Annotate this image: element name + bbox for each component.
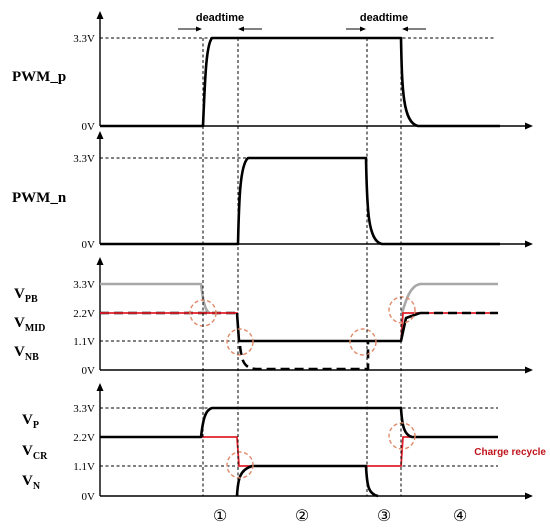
signal-label-pwm-n: PWM_n	[12, 190, 67, 206]
tick-0v: 0V	[82, 491, 96, 503]
phase-1: ①	[213, 506, 227, 525]
transition-circle	[349, 328, 377, 356]
waveform-vcr	[100, 436, 498, 467]
x-axis-arrowhead	[525, 366, 533, 374]
y-axis-arrowhead	[96, 257, 104, 265]
tick-3v3: 3.3V	[73, 33, 95, 45]
waveform-pwm-p	[100, 36, 500, 128]
phase-4: ④	[453, 506, 467, 525]
tick-0v: 0V	[82, 239, 96, 251]
phase-2: ②	[295, 506, 309, 525]
signal-label-pwm-p: PWM_p	[12, 69, 66, 85]
arrowhead	[402, 26, 408, 32]
signal-label-vn: VN	[22, 473, 41, 492]
arrowhead	[196, 26, 202, 32]
waveform-vmid-return	[366, 311, 421, 343]
deadtime-annotation-2: deadtime	[346, 12, 426, 32]
deadtime-annotation-1: deadtime	[178, 12, 262, 32]
phase-3: ③	[377, 506, 391, 525]
tick-3v3: 3.3V	[73, 403, 95, 415]
x-axis-arrowhead	[525, 122, 533, 130]
signal-label-vnb: VNB	[14, 344, 39, 363]
y-axis-arrowhead	[96, 383, 104, 391]
signal-label-vcr: VCR	[22, 443, 48, 462]
tick-1v1: 1.1V	[73, 336, 95, 348]
tick-3v3: 3.3V	[73, 279, 95, 291]
waveform-vmid-red	[100, 312, 498, 342]
x-axis-arrowhead	[525, 492, 533, 500]
tick-1v1: 1.1V	[73, 461, 95, 473]
phase-markers: ① ② ③ ④	[213, 506, 467, 525]
waveform-vpb-high	[100, 282, 211, 315]
tick-3v3: 3.3V	[73, 153, 95, 165]
waveform-vp	[100, 406, 498, 439]
charge-recycle-label: Charge recycle	[474, 447, 546, 458]
tick-0v: 0V	[82, 365, 96, 377]
waveform-pwm-n	[100, 156, 500, 246]
arrowhead	[238, 26, 244, 32]
waveform-vmid-step	[235, 312, 366, 343]
transition-circle	[388, 422, 416, 450]
waveform-vnb	[238, 341, 370, 371]
y-axis-arrowhead	[96, 11, 104, 19]
transition-circle	[226, 451, 254, 479]
transition-circle	[388, 296, 416, 324]
deadtime-label: deadtime	[360, 12, 408, 24]
arrowhead	[360, 26, 366, 32]
x-axis-arrowhead	[525, 240, 533, 248]
panel-bias-voltages: 3.3V 2.2V 1.1V 0V VPB VMID VNB	[14, 257, 533, 377]
panel-pwm-p: 3.3V 0V PWM_p	[12, 11, 533, 133]
signal-label-vp: VP	[22, 412, 39, 431]
phase-dividers	[202, 38, 402, 496]
tick-0v: 0V	[82, 121, 96, 133]
signal-label-vpb: VPB	[14, 286, 38, 305]
panel-node-voltages: 3.3V 2.2V 1.1V 0V VP VCR VN Charge recyc…	[22, 383, 546, 503]
deadtime-label: deadtime	[196, 12, 244, 24]
y-axis-arrowhead	[96, 131, 104, 139]
waveform-vn	[235, 464, 379, 498]
transition-circle	[226, 328, 254, 356]
tick-2v2: 2.2V	[73, 432, 95, 444]
tick-2v2: 2.2V	[73, 308, 95, 320]
waveform-vpb-recover	[400, 282, 498, 314]
signal-label-vmid: VMID	[14, 315, 45, 334]
panel-pwm-n: 3.3V 0V PWM_n	[12, 131, 533, 251]
